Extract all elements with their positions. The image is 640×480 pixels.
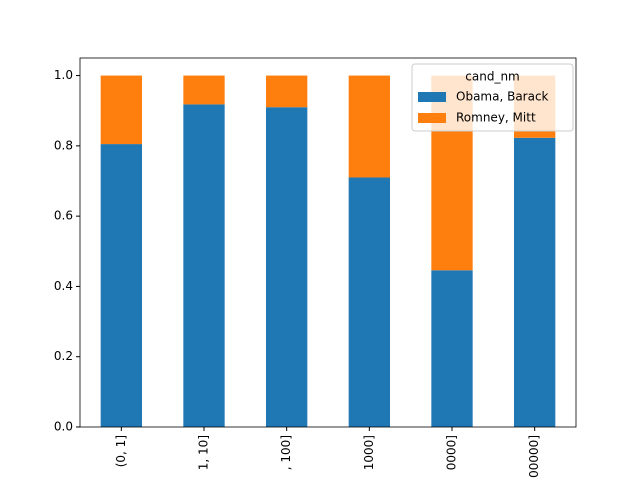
legend-label: Obama, Barack <box>456 90 549 104</box>
y-tick-label: 0.8 <box>54 138 73 152</box>
x-tick-label: 1, 10] <box>197 435 211 470</box>
legend-label: Romney, Mitt <box>456 111 536 125</box>
y-tick-label: 1.0 <box>54 68 73 82</box>
bar-segment <box>348 75 390 178</box>
bar-segment <box>431 270 473 427</box>
y-tick-label: 0.2 <box>54 349 73 363</box>
axes-frame <box>79 57 577 428</box>
bar-segment <box>183 104 225 427</box>
y-tick-label: 0.6 <box>54 209 73 223</box>
y-tick-label: 0.0 <box>54 420 73 434</box>
bar-segment <box>348 177 390 427</box>
x-tick-label: 0000] <box>445 435 459 470</box>
legend-swatch <box>418 92 446 102</box>
bar-segment <box>514 137 556 427</box>
x-tick-label: 00000] <box>527 435 541 478</box>
bar-segment <box>100 75 142 145</box>
x-tick-label: 1000] <box>362 435 376 470</box>
y-tick-label: 0.4 <box>54 279 73 293</box>
legend-box <box>411 63 574 132</box>
legend-title: cand_nm <box>465 70 519 84</box>
x-tick-label: (0, 1] <box>114 435 128 467</box>
bar-segment <box>183 75 225 105</box>
bar-segment <box>266 75 308 108</box>
legend-swatch <box>418 113 446 123</box>
x-tick-label: , 100] <box>279 435 293 470</box>
bar-segment <box>266 107 308 427</box>
bar-segment <box>100 144 142 427</box>
